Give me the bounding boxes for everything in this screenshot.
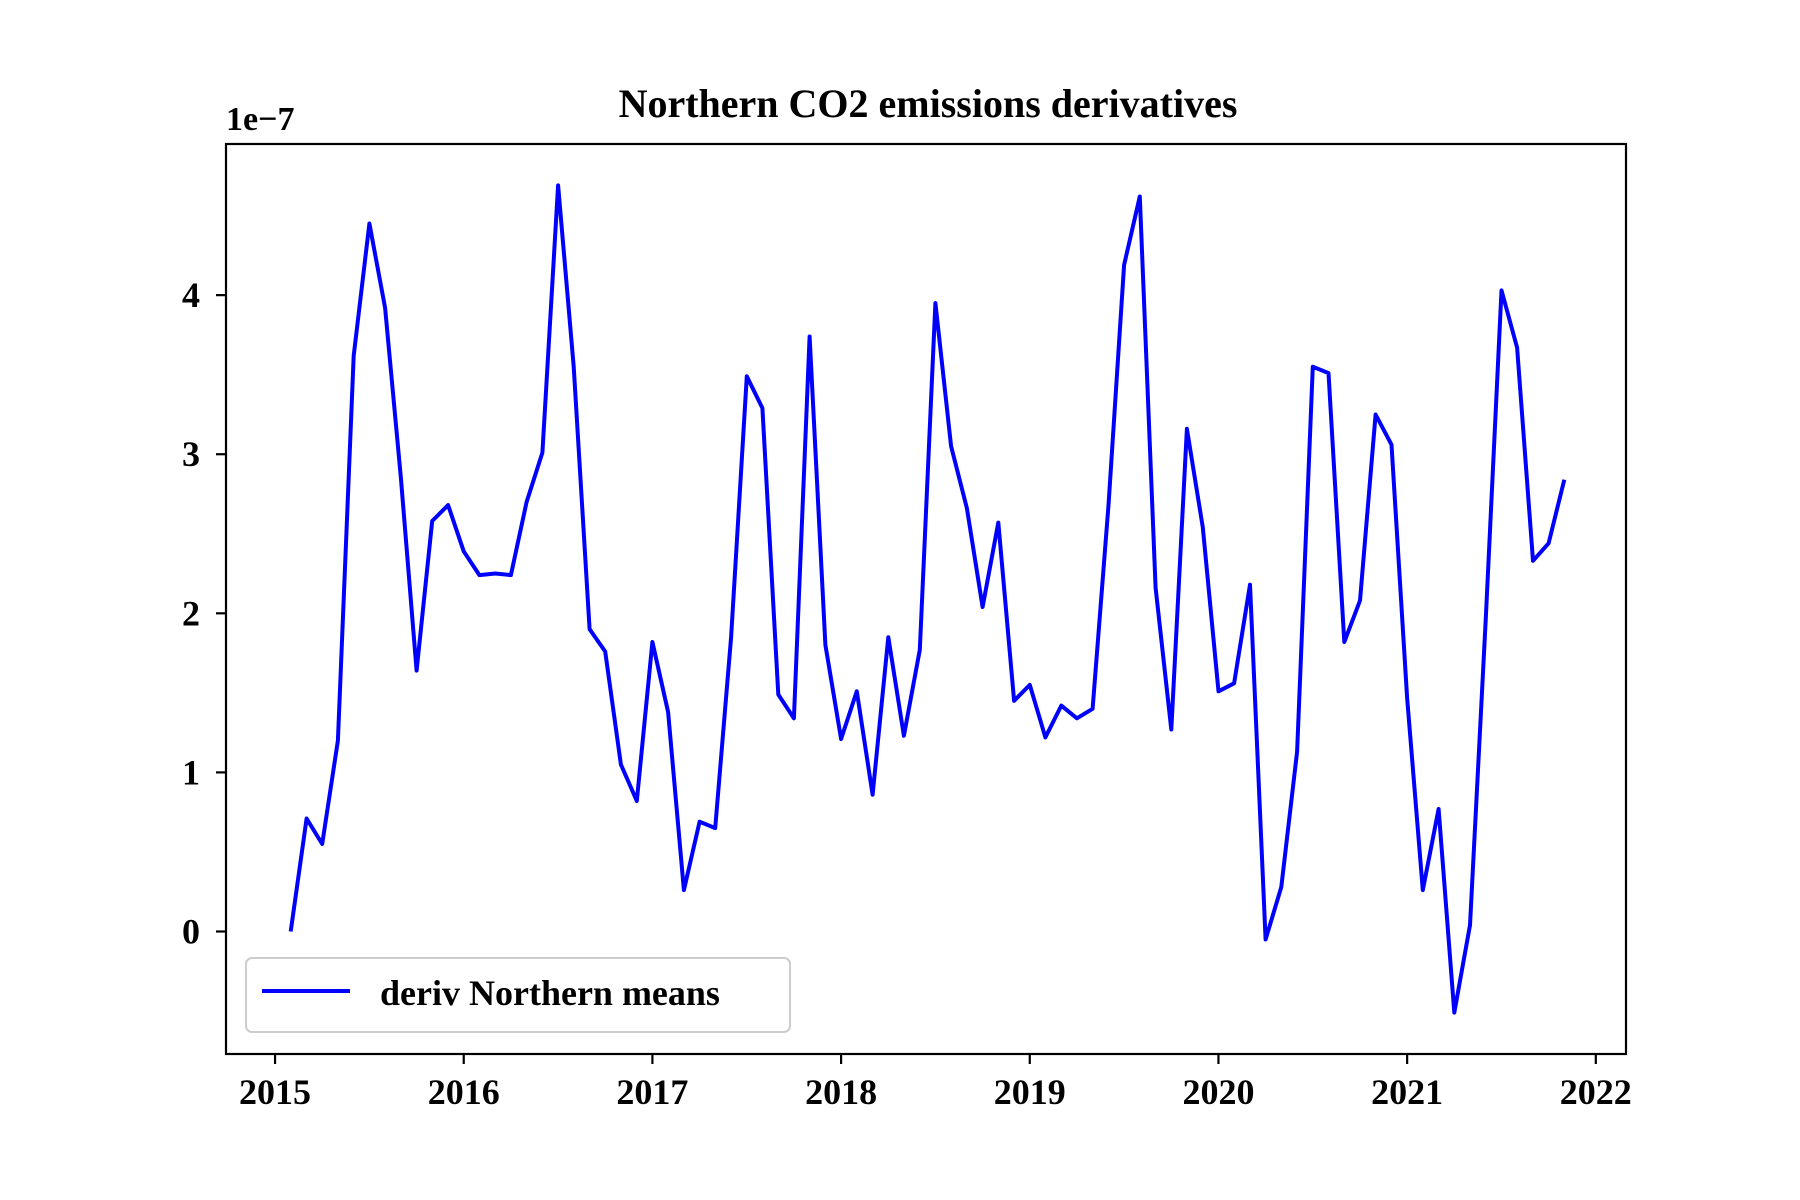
x-tick-label: 2020 [1182, 1072, 1254, 1112]
legend-box [245, 957, 791, 1033]
x-tick-label: 2015 [239, 1072, 311, 1112]
y-tick-label: 2 [182, 593, 200, 633]
series-line [288, 183, 1567, 1015]
legend: deriv Northern means [245, 957, 791, 1033]
y-tick-label: 3 [182, 434, 200, 474]
y-tick-label: 4 [182, 275, 200, 315]
x-tick-label: 2019 [994, 1072, 1066, 1112]
y-offset-text: 1e−7 [226, 101, 294, 138]
legend-label: deriv Northern means [380, 973, 720, 1013]
chart-title: Northern CO2 emissions derivatives [619, 81, 1238, 126]
plot-frame [224, 142, 1628, 1056]
y-tick-label: 0 [182, 912, 200, 952]
y-axis: 0 1 2 3 4 [182, 275, 226, 952]
x-tick-label: 2016 [428, 1072, 500, 1112]
series-layer [288, 183, 1567, 1015]
x-tick-label: 2017 [616, 1072, 688, 1112]
x-tick-label: 2018 [805, 1072, 877, 1112]
y-tick-label: 1 [182, 752, 200, 792]
x-tick-label: 2021 [1371, 1072, 1443, 1112]
x-tick-label: 2022 [1560, 1072, 1632, 1112]
x-axis: 2015 2016 2017 2018 2019 2020 2021 2022 [239, 1054, 1632, 1112]
